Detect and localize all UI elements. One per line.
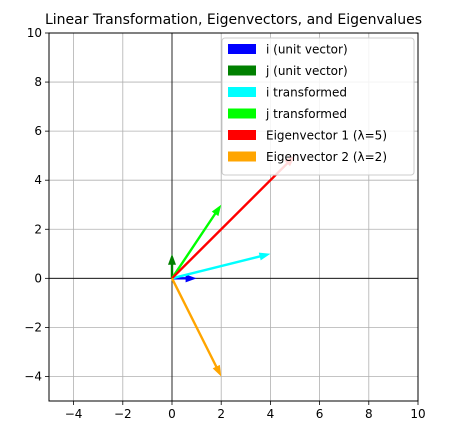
vector-arrow <box>172 274 197 283</box>
vector-arrow <box>170 277 222 377</box>
legend-box <box>221 37 415 176</box>
x-tick-label: −4 <box>65 407 83 421</box>
y-tick-label: 2 <box>34 222 42 236</box>
y-tick-label: 6 <box>34 124 42 138</box>
vector-arrow <box>171 252 271 280</box>
y-tick-label: −4 <box>24 369 42 383</box>
legend-label: Eigenvector 2 (λ=2) <box>266 150 387 164</box>
legend-label: j (unit vector) <box>265 64 348 78</box>
y-tick-label: −2 <box>24 320 42 334</box>
legend-swatch <box>228 44 256 54</box>
legend-label: j transformed <box>265 107 347 121</box>
legend-swatch <box>228 130 256 140</box>
legend: i (unit vector) j (unit vector) i transfor… <box>221 37 415 176</box>
legend-label: Eigenvector 1 (λ=5) <box>266 129 387 143</box>
vector-arrow <box>171 204 222 279</box>
x-tick-label: 10 <box>410 407 425 421</box>
x-tick-label: −2 <box>114 407 132 421</box>
y-tick-label: 4 <box>34 173 42 187</box>
x-tick-label: 4 <box>267 407 275 421</box>
vector-arrow <box>168 253 176 279</box>
x-tick-label: 0 <box>168 407 176 421</box>
legend-swatch <box>228 151 256 162</box>
chart-title: Linear Transformation, Eigenvectors, and… <box>45 12 422 28</box>
vector-arrow <box>171 155 295 280</box>
y-tick-label: 0 <box>34 271 42 285</box>
y-tick-label: 8 <box>34 75 42 89</box>
legend-swatch <box>228 108 256 119</box>
x-tick-label: 6 <box>316 407 324 421</box>
y-tick-label: 10 <box>27 26 42 40</box>
legend-label: i transformed <box>266 86 347 100</box>
x-tick-label: 2 <box>217 407 225 421</box>
legend-label: i (unit vector) <box>266 43 348 57</box>
legend-swatch <box>228 87 256 97</box>
x-tick-label: 8 <box>365 407 373 421</box>
axes-frame <box>48 32 419 402</box>
legend-swatch <box>228 65 256 76</box>
